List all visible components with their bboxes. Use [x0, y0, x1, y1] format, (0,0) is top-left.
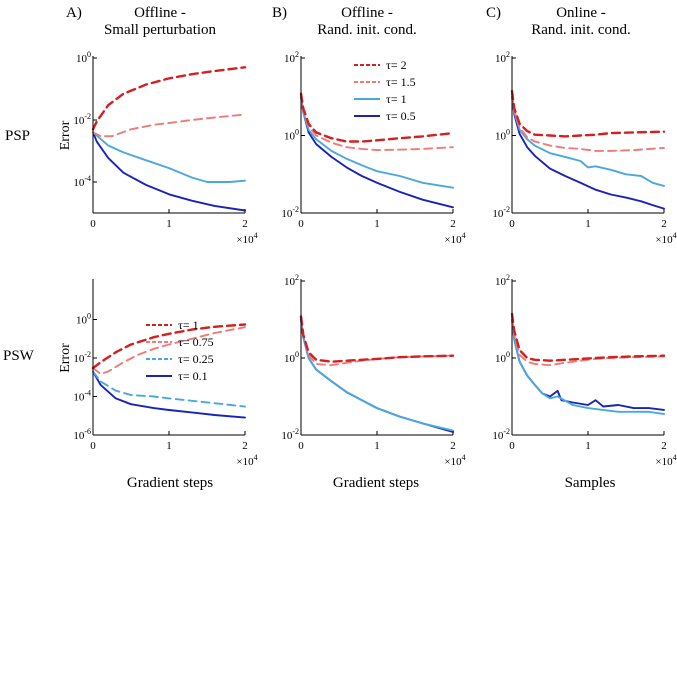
x-tick-label: 1	[374, 218, 380, 230]
series-line-dark-blue	[92, 370, 246, 419]
legend-label: τ= 0.75	[178, 335, 214, 349]
x-tick-label: 0	[90, 440, 96, 452]
y-tick-label: 100	[495, 350, 510, 365]
x-tick-label: 0	[298, 440, 304, 452]
y-tick-label: 102	[284, 50, 299, 65]
y-tick-label: 10-2	[73, 112, 91, 127]
series-line-dark-red	[91, 66, 247, 131]
x-axis-multiplier: ×104	[655, 231, 676, 246]
row-label-psw: PSW	[3, 348, 34, 364]
series-line-light-red	[511, 92, 665, 152]
x-axis-multiplier: ×104	[655, 453, 676, 468]
y-tick-label: 102	[284, 273, 299, 288]
x-tick-label: 1	[585, 218, 591, 230]
y-axis-label: Error	[58, 343, 73, 373]
x-tick-label: 0	[298, 218, 304, 230]
y-tick-label: 10-2	[492, 427, 510, 442]
column-letter-b: B)	[272, 5, 287, 21]
panel-b-psp: 0 1 2×104 102 100 10-2 τ= 2 τ= 1.5 τ= 1 τ= 0.5	[281, 50, 465, 246]
x-axis-multiplier: ×104	[444, 231, 465, 246]
series-line-light-red	[92, 113, 246, 138]
panel-b-psw: 0 1 2×104 102 100 10-2	[281, 273, 465, 468]
y-tick-label: 100	[284, 350, 299, 365]
y-tick-label: 10-2	[281, 427, 299, 442]
series-line-light-red	[300, 92, 454, 152]
x-tick-label: 2	[661, 218, 667, 230]
y-tick-label: 100	[284, 128, 299, 143]
x-tick-label: 2	[661, 440, 667, 452]
series-line-dark-blue	[511, 95, 665, 210]
x-tick-label: 0	[509, 218, 515, 230]
series-line-dark-red	[299, 315, 455, 363]
x-axis-label-a: Gradient steps	[126, 475, 214, 491]
series-line-dark-blue	[300, 95, 454, 209]
series-line-light-blue	[300, 318, 454, 432]
y-tick-label: 10-4	[73, 389, 91, 404]
series-line-light-blue	[92, 131, 246, 183]
x-axis-label-c: Samples	[564, 475, 616, 491]
series-line-light-blue	[92, 370, 246, 408]
series-line-dark-red	[510, 89, 666, 138]
x-tick-label: 2	[450, 218, 456, 230]
y-tick-label: 100	[76, 312, 91, 327]
x-tick-label: 0	[509, 440, 515, 452]
x-axis-multiplier: ×104	[236, 231, 257, 246]
series-line-light-red	[92, 326, 246, 375]
column-title-b-line2: Rand. init. cond.	[317, 22, 417, 38]
series-line-light-blue	[300, 95, 454, 189]
panel-c-psp: 0 1 2×104 102 100 10-2	[492, 50, 676, 246]
x-tick-label: 1	[166, 218, 172, 230]
series-line-dark-red	[510, 312, 666, 362]
panel-a-psp: 0 1 2×104 100 10-2 10-4 Error	[58, 50, 258, 246]
legend-label: τ= 1	[386, 92, 407, 106]
column-title-c-line1: C) Online -	[486, 5, 606, 21]
x-axis-multiplier: ×104	[236, 453, 257, 468]
x-axis-label-b: Gradient steps	[332, 475, 420, 491]
series-line-dark-red	[299, 92, 455, 143]
y-tick-label: 10-2	[73, 350, 91, 365]
series-line-light-blue	[511, 318, 665, 416]
legend-label: τ= 1.5	[386, 75, 416, 89]
legend: τ= 2 τ= 1.5 τ= 1 τ= 0.5	[354, 58, 416, 123]
column-letter-a: A)	[66, 5, 82, 21]
column-title-a-line1: A) Offline -	[66, 5, 186, 21]
column-title-b-line1: B) Offline -	[272, 5, 393, 21]
series-line-dark-blue	[92, 131, 246, 212]
y-tick-label: 10-2	[492, 205, 510, 220]
column-title-c-line2: Rand. init. cond.	[531, 22, 631, 38]
y-tick-label: 100	[495, 128, 510, 143]
y-tick-label: 100	[76, 50, 91, 65]
row-label-psp: PSP	[5, 128, 31, 144]
panel-c-psw: 0 1 2×104 102 100 10-2	[492, 273, 676, 468]
x-tick-label: 2	[242, 440, 248, 452]
y-axis-label: Error	[58, 120, 73, 150]
x-tick-label: 2	[450, 440, 456, 452]
legend: τ= 1 τ= 0.75 τ= 0.25 τ= 0.1	[146, 318, 214, 383]
legend-label: τ= 0.25	[178, 352, 214, 366]
column-title-b: B) Offline - Rand. init. cond.	[272, 5, 462, 39]
y-tick-label: 10-4	[73, 174, 91, 189]
column-letter-c: C)	[486, 5, 501, 21]
series-line-dark-red	[91, 323, 247, 370]
y-tick-label: 10-2	[281, 205, 299, 220]
x-tick-label: 1	[585, 440, 591, 452]
y-tick-label: 10-6	[73, 427, 91, 442]
x-tick-label: 2	[242, 218, 248, 230]
series-line-light-blue	[511, 95, 665, 187]
legend-label: τ= 2	[386, 58, 407, 72]
legend-label: τ= 0.1	[178, 369, 208, 383]
legend-label: τ= 1	[178, 318, 199, 332]
y-tick-label: 102	[495, 273, 510, 288]
legend-label: τ= 0.5	[386, 109, 416, 123]
x-tick-label: 1	[166, 440, 172, 452]
column-title-a-line2: Small perturbation	[103, 22, 217, 38]
column-title-c: C) Online - Rand. init. cond.	[486, 5, 676, 39]
x-axis-multiplier: ×104	[444, 453, 465, 468]
x-tick-label: 0	[90, 218, 96, 230]
x-tick-label: 1	[374, 440, 380, 452]
column-title-a: A) Offline - Small perturbation	[60, 5, 260, 39]
y-tick-label: 102	[495, 50, 510, 65]
